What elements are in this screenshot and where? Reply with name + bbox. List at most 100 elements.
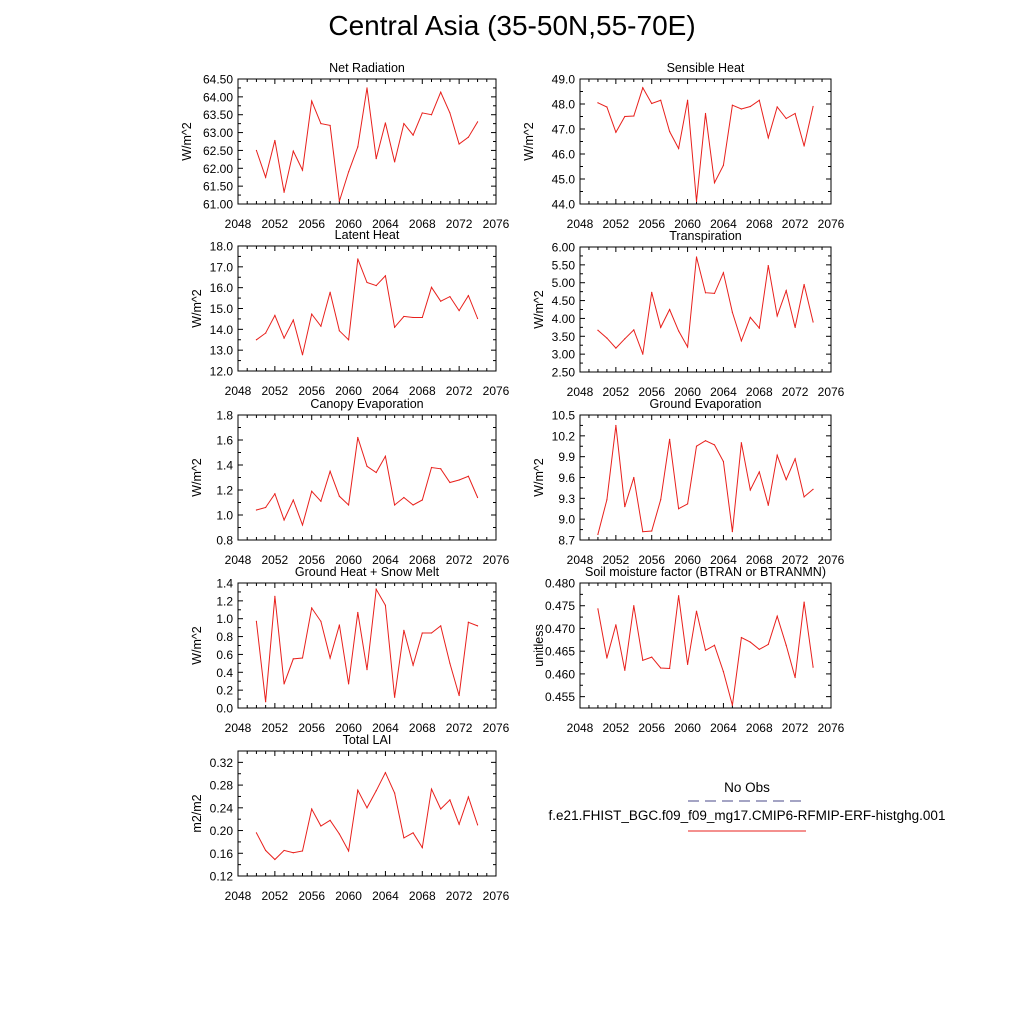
data-point	[320, 620, 322, 622]
y-tick-label: 0.24	[210, 801, 234, 815]
data-point	[597, 608, 599, 610]
data-point	[274, 493, 276, 495]
data-point	[283, 519, 285, 521]
x-tick-label: 2072	[446, 384, 473, 398]
y-tick-label: 4.50	[552, 294, 576, 308]
x-tick-label: 2072	[782, 721, 809, 735]
data-point	[357, 146, 359, 148]
x-tick-label: 2072	[782, 217, 809, 231]
y-axis-label: m2/m2	[190, 794, 204, 832]
y-tick-label: 49.0	[552, 73, 576, 87]
data-point	[695, 445, 698, 447]
data-point	[347, 850, 350, 852]
y-tick-label: 0.480	[545, 577, 575, 591]
data-point	[749, 489, 751, 491]
data-point	[430, 114, 433, 116]
panel-9: 2048 2052 2056 2060 2064 2068 2072 2076 0.12 0.16…	[190, 733, 510, 903]
data-point	[695, 256, 698, 258]
y-tick-label: 2.50	[552, 366, 576, 380]
x-tick-label: 2048	[225, 384, 252, 398]
data-point	[758, 471, 760, 473]
legend: No Obs f.e21.FHIST_BGC.f09_f09_mg17.CMIP6…	[549, 780, 945, 832]
data-point	[812, 488, 814, 490]
data-point	[255, 832, 258, 834]
x-tick-label: 2068	[409, 384, 436, 398]
data-point	[615, 624, 617, 626]
data-point	[678, 595, 680, 597]
data-point	[776, 615, 778, 617]
series-line	[256, 437, 479, 527]
x-tick-label: 2056	[298, 384, 325, 398]
series-line	[255, 87, 479, 202]
data-point	[255, 509, 258, 511]
data-point	[476, 625, 479, 627]
y-tick-label: 0.4	[216, 666, 233, 680]
x-tick-label: 2048	[225, 217, 252, 231]
x-tick-label: 2072	[446, 553, 473, 567]
data-point	[722, 671, 725, 673]
x-tick-label: 2064	[710, 385, 737, 399]
panel-4: 2048 2052 2056 2060 2064 2068 2072 2076 2.50 3.00…	[532, 229, 845, 399]
x-tick-label: 2048	[225, 889, 252, 903]
data-point	[767, 264, 769, 267]
y-tick-label: 13.0	[210, 344, 234, 358]
x-tick-label: 2068	[409, 553, 436, 567]
data-point	[476, 121, 479, 123]
data-point	[776, 454, 778, 456]
data-point	[421, 499, 423, 501]
y-tick-label: 64.50	[203, 73, 233, 87]
data-point	[366, 465, 368, 467]
data-point	[394, 792, 396, 794]
data-point	[265, 332, 267, 334]
data-point	[329, 819, 331, 821]
data-point	[449, 296, 451, 298]
x-tick-label: 2076	[483, 217, 510, 231]
x-tick-label: 2060	[674, 553, 701, 567]
data-point	[421, 316, 423, 319]
y-tick-label: 9.6	[558, 471, 575, 485]
x-tick-label: 2072	[446, 217, 473, 231]
data-point	[403, 629, 405, 631]
x-tick-label: 2052	[603, 217, 630, 231]
data-point	[449, 481, 451, 484]
legend-obs-label: No Obs	[724, 780, 770, 795]
x-tick-label: 2076	[483, 384, 510, 398]
data-point	[803, 283, 805, 286]
data-point	[704, 649, 707, 651]
y-tick-label: 14.0	[210, 323, 234, 337]
data-point	[467, 475, 469, 477]
data-point	[615, 347, 617, 349]
data-point	[476, 496, 479, 499]
y-tick-label: 9.3	[558, 492, 575, 506]
data-point	[624, 338, 626, 340]
x-tick-label: 2052	[603, 721, 630, 735]
data-point	[660, 326, 662, 328]
x-tick-label: 2072	[446, 889, 473, 903]
y-tick-label: 0.28	[210, 779, 234, 793]
data-point	[713, 444, 716, 446]
x-tick-label: 2076	[483, 889, 510, 903]
y-tick-label: 0.16	[210, 847, 234, 861]
page-title: Central Asia (35-50N,55-70E)	[328, 10, 696, 41]
data-point	[440, 468, 442, 470]
data-point	[660, 667, 662, 669]
data-point	[642, 353, 644, 355]
y-axis-label: W/m^2	[190, 626, 204, 665]
y-tick-label: 5.50	[552, 258, 576, 272]
y-axis-label: W/m^2	[190, 289, 204, 328]
data-point	[794, 676, 796, 679]
y-tick-label: 0.2	[216, 684, 233, 698]
data-point	[749, 105, 751, 108]
y-tick-label: 0.8	[216, 630, 233, 644]
data-point	[366, 669, 368, 671]
y-tick-label: 64.00	[203, 90, 233, 104]
y-tick-label: 0.32	[210, 756, 234, 770]
data-point	[624, 506, 626, 508]
data-point	[812, 105, 814, 108]
x-tick-label: 2060	[674, 721, 701, 735]
series-line	[255, 771, 479, 861]
series-line	[256, 258, 479, 355]
x-tick-label: 2052	[262, 721, 289, 735]
data-point	[320, 123, 322, 125]
data-point	[430, 466, 433, 469]
